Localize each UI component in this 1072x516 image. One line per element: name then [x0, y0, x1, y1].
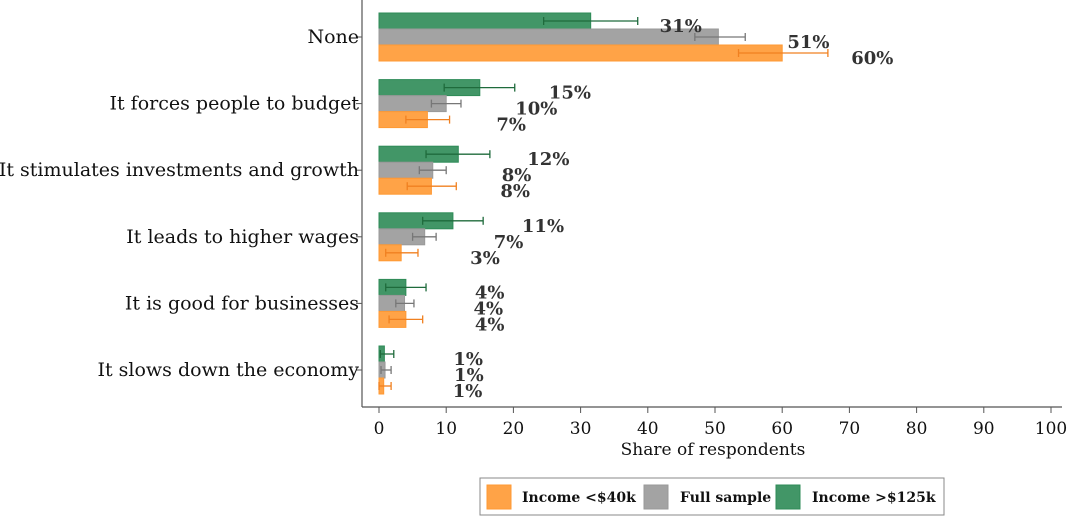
data-label: 31% [660, 16, 702, 37]
data-label: 4% [475, 314, 505, 335]
x-tick-label: 20 [503, 419, 525, 439]
x-axis-title: Share of respondents [621, 440, 806, 460]
data-label: 15% [549, 83, 591, 104]
x-tick-label: 0 [374, 419, 385, 439]
data-label: 11% [522, 216, 564, 237]
data-label: 10% [515, 99, 557, 120]
data-label: 8% [502, 165, 532, 186]
category-label: It is good for businesses [125, 292, 359, 314]
category-label: It stimulates investments and growth [0, 159, 359, 181]
category-label: It leads to higher wages [126, 226, 359, 248]
x-tick-label: 40 [637, 419, 659, 439]
x-tick-label: 100 [1035, 419, 1067, 439]
data-label: 7% [494, 232, 524, 253]
x-tick-label: 30 [570, 419, 592, 439]
data-label: 60% [851, 48, 893, 69]
legend-label: Income >$125k [812, 490, 936, 506]
bar [378, 44, 783, 62]
data-label: 4% [474, 298, 504, 319]
legend-swatch [775, 484, 801, 510]
data-label: 1% [453, 349, 483, 370]
legend-swatch [643, 484, 669, 510]
axes: 0 10 20 30 40 50 60 70 80 90 100 Share of responden… [0, 0, 1067, 460]
data-label: 8% [500, 181, 530, 202]
category-label: It slows down the economy [97, 359, 359, 381]
data-label: 4% [475, 282, 505, 303]
category-label: It forces people to budget [110, 93, 360, 115]
data-label: 51% [787, 32, 829, 53]
x-tick-label: 90 [973, 419, 995, 439]
x-tick-label: 70 [839, 419, 861, 439]
legend-swatch [486, 484, 512, 510]
data-label: 7% [496, 115, 526, 136]
bars [378, 12, 829, 395]
x-tick-label: 80 [906, 419, 928, 439]
data-label: 3% [470, 248, 500, 269]
data-label: 12% [527, 149, 569, 170]
x-tick-label: 60 [771, 419, 793, 439]
legend-box [479, 477, 945, 516]
legend-label: Income <$40k [522, 490, 636, 506]
data-label: 1% [454, 365, 484, 386]
x-tick-label: 10 [435, 419, 457, 439]
data-labels: 31%51%60%15%10%7%12%8%8%11%7%3%4%4%4%1%1… [453, 16, 894, 402]
category-label: None [307, 26, 359, 48]
data-label: 1% [453, 381, 483, 402]
legend-label: Full sample [680, 490, 771, 506]
x-tick-label: 50 [704, 419, 726, 439]
legend: Income <$40k Full sample Income >$125k [479, 477, 945, 516]
